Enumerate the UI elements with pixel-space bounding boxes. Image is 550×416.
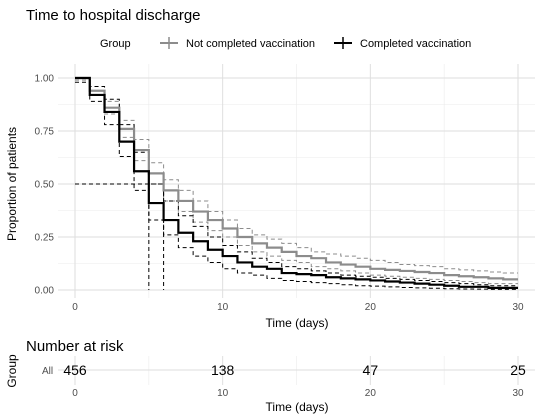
curve-completed — [75, 76, 518, 289]
legend-title: Group — [100, 38, 131, 50]
y-axis-label: Proportion of patients — [5, 127, 19, 241]
risk-value: 456 — [63, 362, 87, 378]
x-tick-label: 10 — [217, 302, 229, 313]
y-tick-label: 0.75 — [35, 127, 55, 138]
risk-x-tick-label: 0 — [72, 388, 78, 399]
risk-x-tick-label: 30 — [512, 388, 524, 399]
risk-table-ticks: 0 10 20 30 — [72, 388, 524, 399]
curve-not-completed — [75, 76, 518, 281]
y-tick-label: 0.25 — [35, 233, 55, 244]
axis-ticks: 0 10 20 30 0.00 0.25 0.50 0.75 1.00 — [35, 74, 524, 314]
legend-key-not-completed — [160, 37, 178, 49]
legend-label-not-completed: Not completed vaccination — [186, 38, 315, 50]
risk-table-ylabel: Group — [5, 354, 19, 388]
chart-title: Time to hospital discharge — [26, 7, 201, 24]
risk-x-tick-label: 20 — [365, 388, 377, 399]
risk-x-tick-label: 10 — [217, 388, 229, 399]
legend: Group Not completed vaccination Complete… — [100, 37, 471, 50]
risk-value: 47 — [363, 362, 379, 378]
risk-table-title: Number at risk — [26, 338, 124, 355]
survival-curves — [75, 76, 518, 289]
risk-value: 25 — [510, 362, 526, 378]
x-tick-label: 20 — [365, 302, 377, 313]
legend-key-completed — [334, 37, 352, 49]
risk-x-axis-label: Time (days) — [266, 400, 329, 414]
y-tick-label: 0.50 — [35, 180, 55, 191]
risk-table-grid — [58, 356, 535, 385]
grid — [58, 64, 535, 298]
x-tick-label: 0 — [72, 302, 78, 313]
y-tick-label: 0.00 — [35, 286, 55, 297]
risk-value: 138 — [211, 362, 235, 378]
risk-row-label: All — [42, 366, 53, 377]
x-axis-label: Time (days) — [266, 316, 329, 330]
risk-table-values: 456 138 47 25 — [63, 362, 526, 378]
legend-label-completed: Completed vaccination — [360, 38, 471, 50]
y-tick-label: 1.00 — [35, 74, 55, 85]
x-tick-label: 30 — [512, 302, 524, 313]
